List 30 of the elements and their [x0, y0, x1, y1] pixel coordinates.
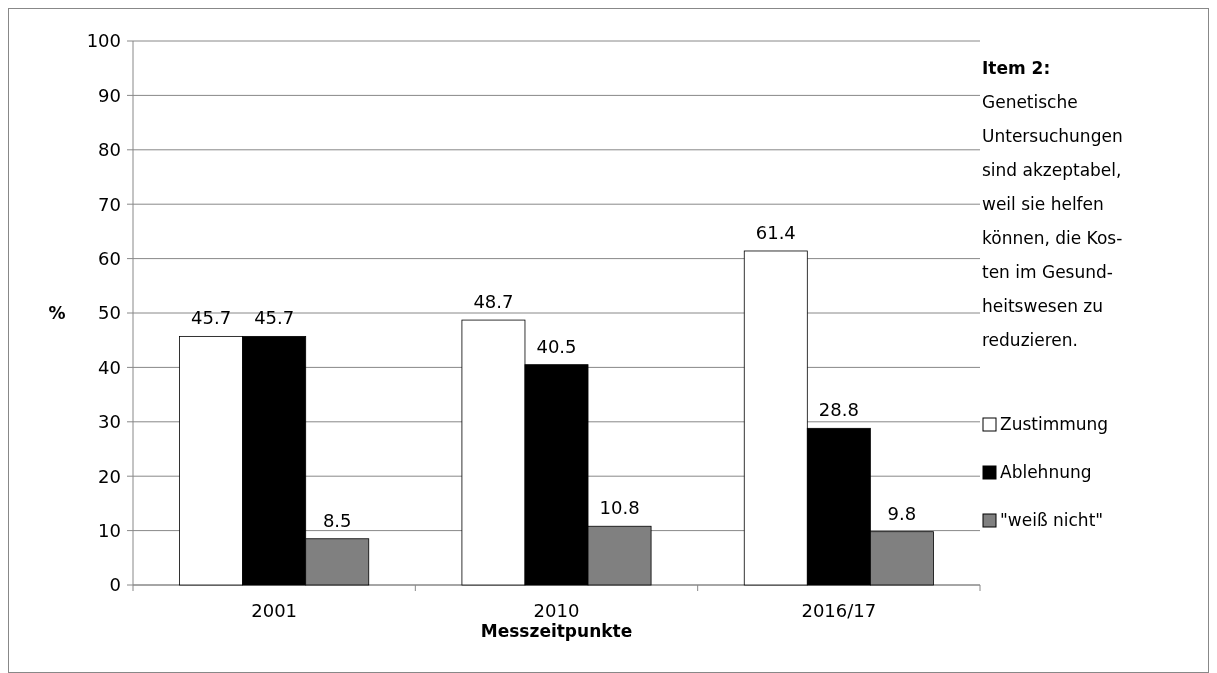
y-tick-label: 80: [98, 139, 121, 161]
y-tick-label: 100: [86, 30, 121, 52]
data-label: 45.7: [254, 307, 295, 329]
y-axis-title: %: [48, 302, 66, 323]
data-label: 9.8: [887, 502, 917, 524]
x-tick-label: 2016/17: [801, 600, 877, 621]
y-tick-label: 0: [109, 574, 121, 596]
data-label: 61.4: [755, 221, 796, 243]
data-label: 48.7: [473, 291, 514, 313]
legend-label: Ablehnung: [1000, 461, 1092, 482]
y-tick-label: 70: [98, 193, 121, 215]
text: Genetische Untersuchungen sind akzeptabel, weil sie helfen können, die Kos- ten im Gesund- heitswesen zu reduzieren.: [982, 92, 1123, 350]
legend-label: Zustimmung: [1000, 413, 1109, 434]
x-tick-label: 2010: [533, 600, 580, 621]
x-tick-label: 2001: [251, 600, 298, 621]
y-tick-label: 10: [98, 519, 121, 541]
y-tick-label: 40: [98, 356, 121, 378]
data-label: 10.8: [599, 497, 640, 519]
data-label: 45.7: [191, 307, 232, 329]
data-label: 28.8: [818, 399, 859, 421]
y-tick-label: 90: [98, 84, 121, 106]
y-tick-label: 20: [98, 465, 121, 487]
y-tick-label: 30: [98, 411, 121, 433]
legend-label: "weiß nicht": [1000, 509, 1104, 530]
data-label: 40.5: [536, 335, 577, 357]
data-label: 8.5: [322, 509, 352, 531]
x-axis-title: Messzeitpunkte: [480, 621, 633, 641]
y-tick-label: 50: [98, 302, 121, 324]
y-tick-label: 60: [98, 247, 121, 269]
text: Item 2:: [982, 58, 1051, 78]
